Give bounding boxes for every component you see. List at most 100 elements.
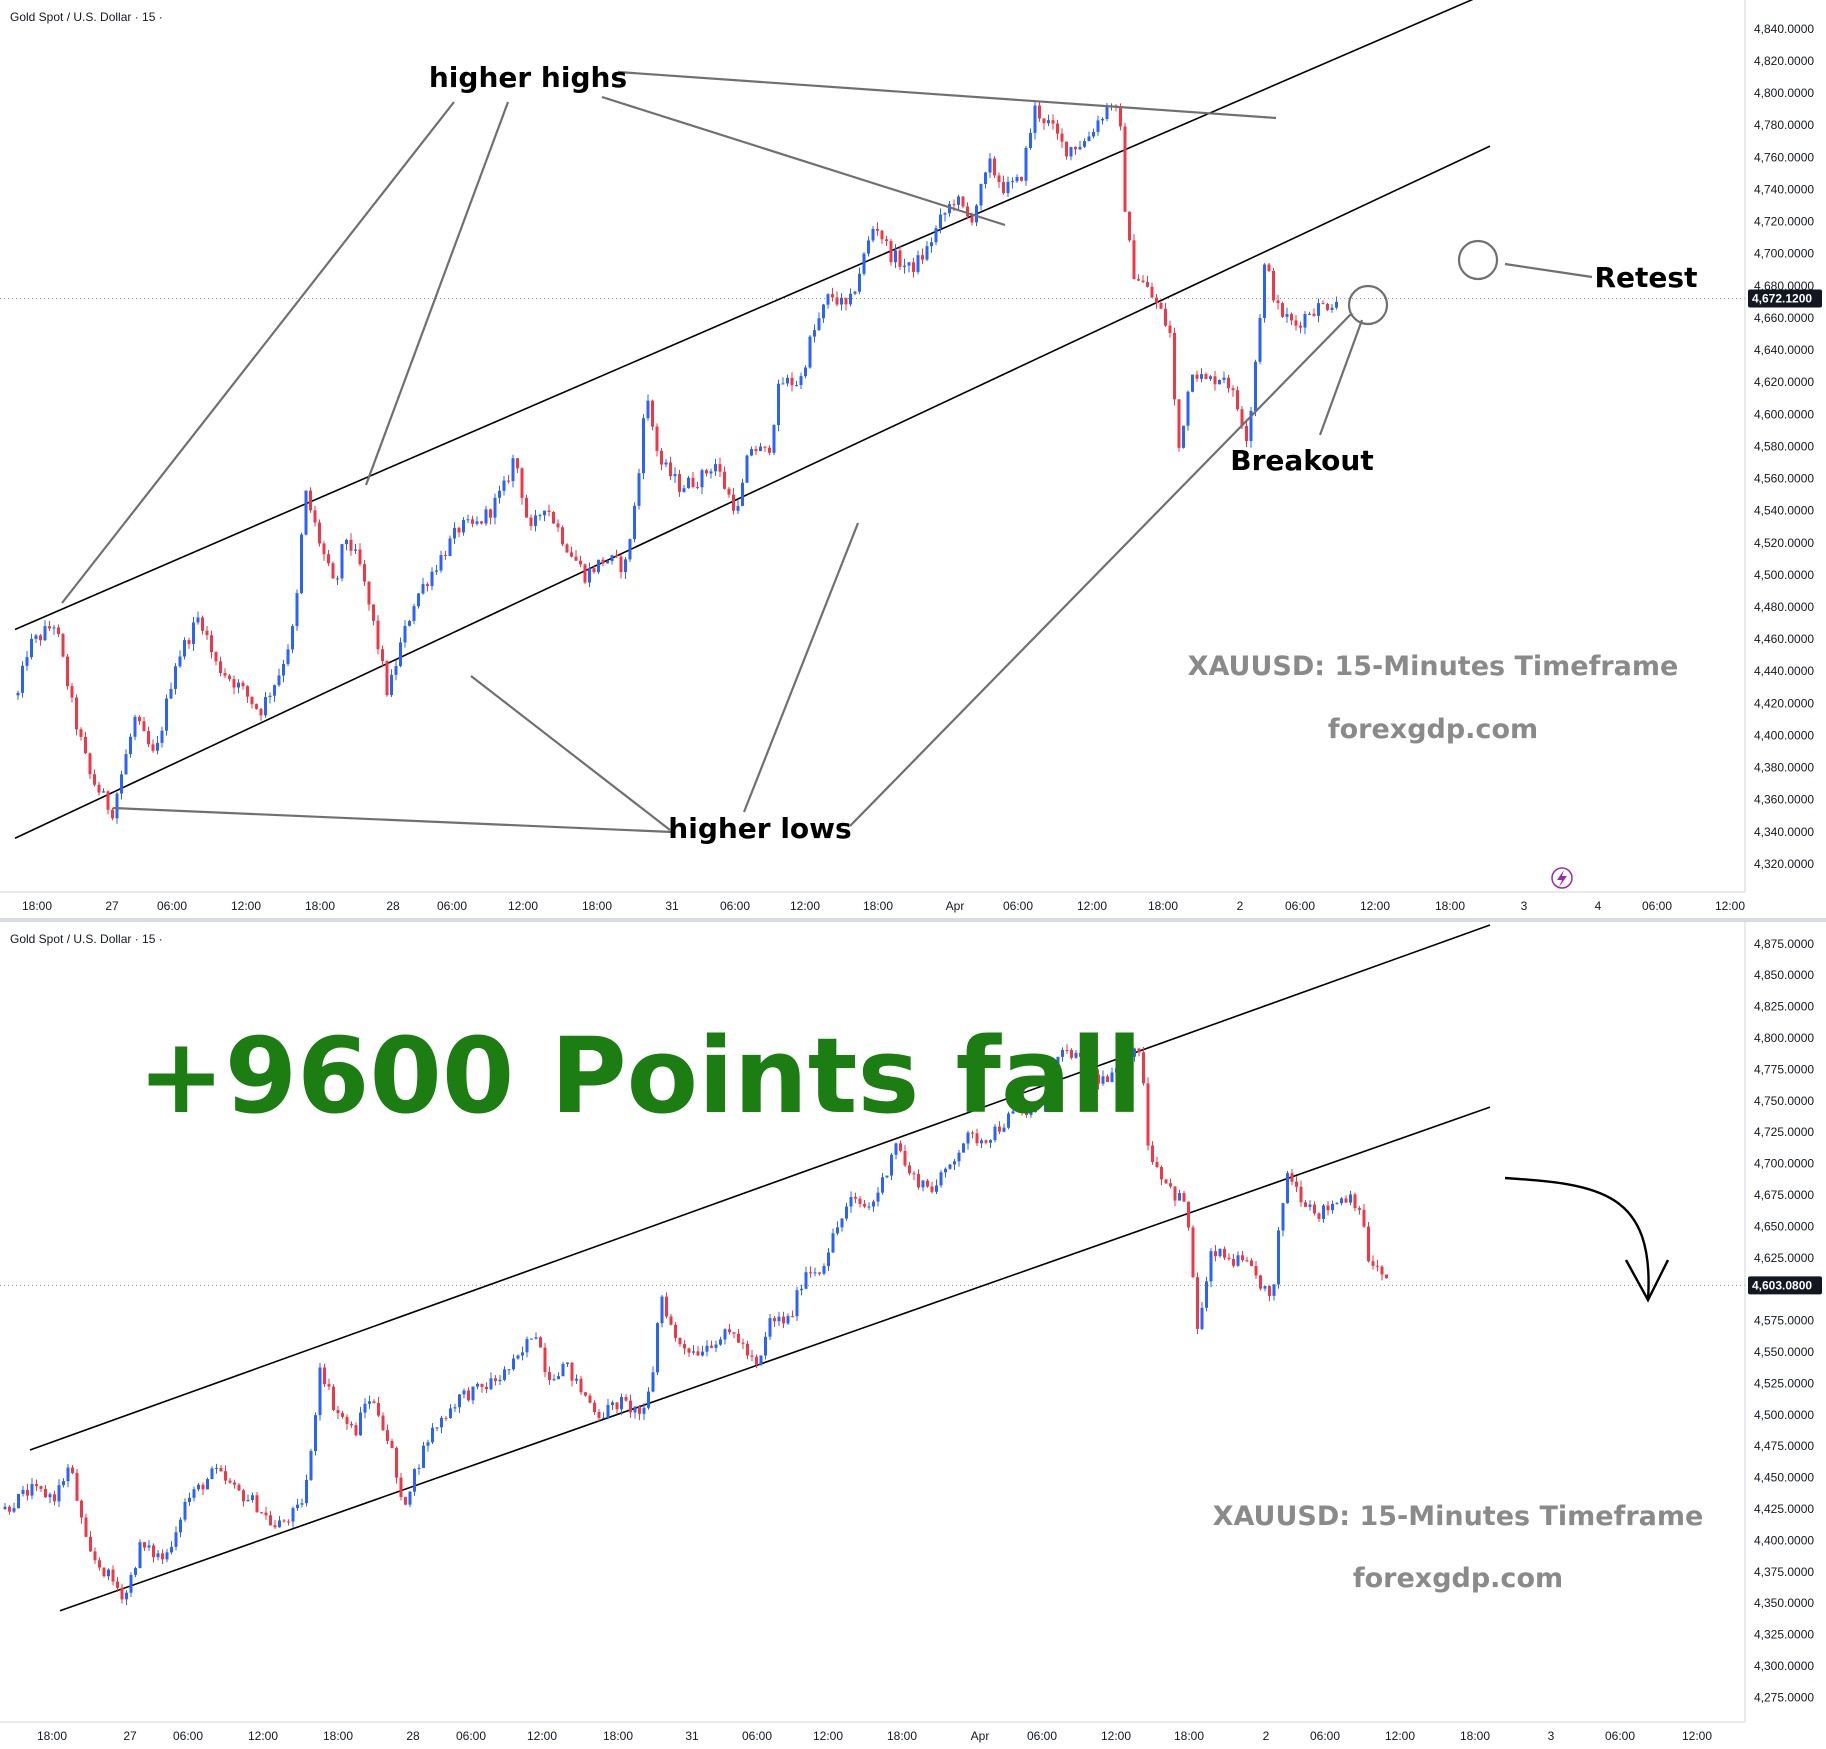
price-tick-label: 4,700.0000 — [1754, 1157, 1814, 1171]
chart-panel-bottom[interactable]: 4,275.0000 4,300.0000 4,325.0000 4,350.0000… — [0, 922, 1826, 1749]
candle — [615, 1402, 619, 1415]
candle — [800, 1284, 803, 1296]
candle — [1132, 234, 1136, 280]
candle — [444, 550, 447, 560]
candle — [1020, 176, 1023, 182]
candle — [741, 478, 744, 507]
price-tick-label: 4,820.0000 — [1754, 54, 1814, 68]
candle — [1177, 399, 1181, 452]
candle — [948, 1163, 952, 1170]
channel-line[interactable] — [59, 1106, 1491, 1612]
candle — [439, 550, 443, 573]
time-tick-label: 06:00 — [437, 899, 467, 913]
symbol-label[interactable]: Gold Spot / U.S. Dollar · 15 · — [10, 932, 163, 946]
channel-line[interactable] — [14, 145, 1491, 839]
candle — [732, 487, 735, 515]
price-axis[interactable]: 4,320.0000 4,340.0000 4,360.0000 4,380.0000… — [1748, 22, 1822, 871]
candle — [1267, 263, 1271, 273]
candle — [534, 1332, 538, 1340]
candle — [1043, 1092, 1046, 1112]
chart-svg-top[interactable]: 4,320.0000 4,340.0000 4,360.0000 4,380.0000… — [0, 0, 1826, 918]
candle — [503, 1366, 506, 1382]
candle — [1155, 1156, 1159, 1169]
candle — [84, 1513, 88, 1538]
candle — [340, 543, 344, 582]
last-price-badge[interactable]: 4,672.1200 — [1748, 289, 1822, 308]
symbol-label[interactable]: Gold Spot / U.S. Dollar · 15 · — [10, 10, 163, 24]
last-price-badge[interactable]: 4,603.0800 — [1748, 1276, 1822, 1295]
price-tick-label: 4,300.0000 — [1754, 1659, 1814, 1673]
candle — [1119, 1051, 1123, 1072]
candle — [484, 505, 488, 526]
candle — [363, 1398, 367, 1419]
candle — [611, 1400, 614, 1410]
candle — [534, 509, 537, 532]
candle — [367, 581, 371, 611]
candle — [521, 1346, 524, 1361]
channel-line[interactable] — [14, 0, 1490, 631]
candle — [183, 1498, 187, 1522]
candle — [997, 172, 1001, 188]
candle — [773, 1316, 776, 1327]
candle — [935, 1179, 938, 1194]
candle — [777, 379, 780, 432]
candle — [638, 1404, 641, 1421]
candle — [39, 633, 42, 646]
candle — [187, 637, 191, 649]
candle — [647, 1387, 650, 1410]
candle — [583, 563, 587, 584]
candle — [476, 1382, 479, 1390]
chart-panel-top[interactable]: 4,320.0000 4,340.0000 4,360.0000 4,380.0000… — [0, 0, 1826, 918]
candle — [79, 727, 83, 741]
time-tick-label: 12:00 — [1385, 1729, 1415, 1743]
channel-line[interactable] — [29, 924, 1491, 1451]
time-axis[interactable]: 18:00 27 06:00 12:00 18:00 28 06:00 12:00 18:00 3… — [37, 1729, 1712, 1743]
candle — [1020, 1108, 1024, 1116]
candle — [1200, 1301, 1204, 1331]
candle — [183, 637, 186, 660]
curved-arrow-down-icon — [1504, 1176, 1670, 1303]
candle — [435, 564, 438, 575]
candle — [89, 1530, 92, 1553]
price-tick-label: 4,525.0000 — [1754, 1376, 1814, 1390]
candle — [1268, 1285, 1271, 1302]
leader-line — [849, 312, 1353, 827]
candle — [745, 454, 749, 483]
candle — [237, 1483, 241, 1492]
candle — [971, 1130, 974, 1139]
candle — [610, 554, 614, 565]
lightning-icon[interactable] — [1551, 867, 1573, 889]
candle — [1191, 1225, 1195, 1279]
candle — [336, 1405, 340, 1420]
candle — [305, 1474, 308, 1507]
time-tick-label: 12:00 — [1101, 1729, 1131, 1743]
price-tick-label: 4,875.0000 — [1754, 937, 1814, 951]
time-tick-label: 18:00 — [1460, 1729, 1490, 1743]
candle — [831, 287, 834, 302]
candle — [66, 1463, 70, 1488]
candle — [786, 1313, 790, 1325]
candle — [939, 1170, 943, 1188]
candle — [1263, 1285, 1267, 1292]
candle — [147, 726, 150, 748]
price-axis[interactable]: 4,275.0000 4,300.0000 4,325.0000 4,350.0000… — [1748, 937, 1822, 1705]
candle — [386, 1424, 389, 1445]
time-tick-label: 27 — [105, 899, 119, 913]
candle — [304, 490, 308, 536]
price-tick-label: 4,340.0000 — [1754, 825, 1814, 839]
panel-separator[interactable] — [0, 918, 1826, 922]
candle — [39, 1485, 43, 1493]
candle — [1385, 1274, 1388, 1279]
candle — [1002, 1123, 1006, 1133]
candle — [493, 493, 497, 525]
candle — [1308, 311, 1311, 316]
time-axis[interactable]: 18:00 27 06:00 12:00 18:00 28 06:00 12:00 18:00 3… — [22, 899, 1745, 913]
candle — [705, 1340, 709, 1357]
chart-svg-bottom[interactable]: 4,275.0000 4,300.0000 4,325.0000 4,350.0000… — [0, 922, 1826, 1749]
candle — [1227, 1253, 1231, 1261]
candle — [448, 535, 452, 557]
candle — [1330, 303, 1334, 313]
candle — [381, 645, 384, 668]
candle — [759, 1355, 763, 1366]
time-tick-label: 18:00 — [323, 1729, 353, 1743]
